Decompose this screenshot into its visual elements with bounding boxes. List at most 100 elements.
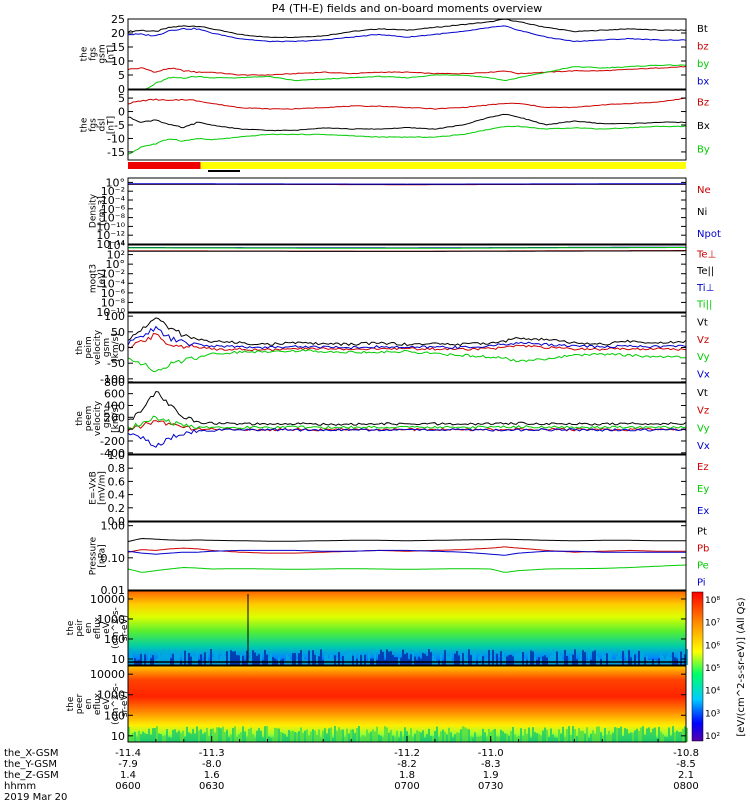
spectrogram-texture [546,729,548,742]
x-tick-label: 1.8 [399,770,415,781]
spectrogram-texture [624,728,626,742]
spectrogram-texture [140,734,142,742]
spectrogram-texture [498,737,500,742]
chart-title: P4 (TH-E) fields and on-board moments ov… [272,2,543,15]
spectrogram-texture [324,728,326,742]
spectrogram-texture [656,660,658,665]
spectrogram-texture [476,660,478,665]
y-tick-label: 0.4 [108,489,126,502]
spectrogram-texture [418,731,420,742]
y-axis-label: the peim velocity gsm [km/s] [75,329,121,365]
spectrogram-texture [584,652,586,665]
spectrogram-texture [674,657,676,665]
spectrogram-texture [144,733,146,742]
legend-entry: By [697,144,710,155]
spectrogram-texture [610,734,612,742]
y-tick-label: 10° [106,258,126,271]
spectrogram-texture [308,650,310,665]
spectrogram-texture [234,726,236,742]
y-tick-label: 10⁻¹⁴ [96,238,125,251]
y-axis-label: the peir en eflux eV (cm^2-s-sr-eV) [66,607,130,649]
spectrogram-texture [498,660,500,665]
spectrogram-texture [230,734,232,742]
spectrogram-texture [184,736,186,742]
series-line-pressure-0 [127,537,686,543]
spectrogram-texture [542,656,544,665]
spectrogram-texture [254,652,256,665]
y-tick-label: 5 [118,92,125,105]
spectrogram-texture [464,727,466,742]
spectrogram-texture [618,728,620,742]
spectrogram-texture [356,728,358,742]
spectrogram-texture [222,726,224,742]
spectrogram-texture [550,655,552,665]
spectrogram-texture [302,732,304,742]
spectrogram-texture [318,656,320,665]
y-axis-label-line: peir [75,619,85,637]
y-axis-label-line: fgs [89,118,99,132]
spectrogram-texture [522,735,524,742]
spectrogram-texture [174,729,176,742]
spectrogram-texture [532,651,534,665]
spectrogram-texture [202,660,204,665]
spectrogram-texture [630,732,632,742]
spectrogram-texture [560,655,562,665]
spectrogram-texture [368,650,370,665]
spectrogram-texture [462,652,464,665]
spectrogram-texture [632,732,634,742]
spectrogram-texture [420,732,422,742]
spectrogram-texture [558,729,560,742]
spectrogram-texture [240,732,242,742]
spectrogram-texture [164,735,166,742]
spectrogram-texture [442,729,444,742]
y-axis-label-line: gsm [102,409,112,428]
spectrogram-texture [428,728,430,742]
spectrogram-texture [480,735,482,742]
x-date-label: 2019 Mar 20 [4,792,67,800]
spectrogram-texture [346,649,348,665]
series-line-pressure-3 [127,549,686,556]
y-tick-label: 10⁻⁸ [101,212,126,225]
y-axis-label: the peem velocity gsm [km/s] [75,400,121,436]
spectrogram-texture [166,729,168,742]
spectrogram-texture [522,652,524,665]
spectrogram-texture [248,728,250,742]
spectrogram-texture [384,726,386,742]
spectrogram-texture [374,731,376,742]
spectrogram-texture [478,656,480,665]
spectrogram-texture [350,650,352,665]
spectrogram-texture [232,651,234,665]
spectrogram-texture [576,736,578,742]
series-line-peim-velocity-3 [127,325,687,350]
spectrogram-texture [506,656,508,665]
spectrogram-texture [408,735,410,742]
colorbar-tick-label: 10⁵ [705,664,720,674]
y-tick-label: 10⁻⁸ [101,296,126,309]
spectrogram-texture [456,650,458,665]
spectrogram-texture [392,654,394,665]
spectrogram-texture [172,729,174,742]
spectrogram-texture [648,727,650,742]
spectrogram-texture [644,657,646,665]
y-tick-label: 0 [118,423,125,436]
spectrogram-texture [158,653,160,665]
spectrogram-texture [290,731,292,742]
spectrogram-texture [512,656,514,665]
spectrogram-texture [440,650,442,665]
colorbar-tick-label: 10² [705,732,720,742]
spectrogram-texture [658,726,660,742]
spectrogram-texture [544,727,546,742]
x-tick-label: 1.6 [204,770,220,781]
spectrogram-texture [316,652,318,665]
spectrogram-texture [228,737,230,742]
spectrogram-texture [342,656,344,665]
spectrogram-texture [380,649,382,665]
spectrogram-texture [422,652,424,665]
spectrogram-texture [388,732,390,742]
spectrogram-texture [204,732,206,742]
series-line-fgs-gsm-3 [127,25,687,43]
spectrogram-texture [184,650,186,665]
panel-frame [127,18,687,90]
x-tick-label: -10.8 [673,748,699,759]
y-axis-label-line: [cm-3] [98,196,108,226]
